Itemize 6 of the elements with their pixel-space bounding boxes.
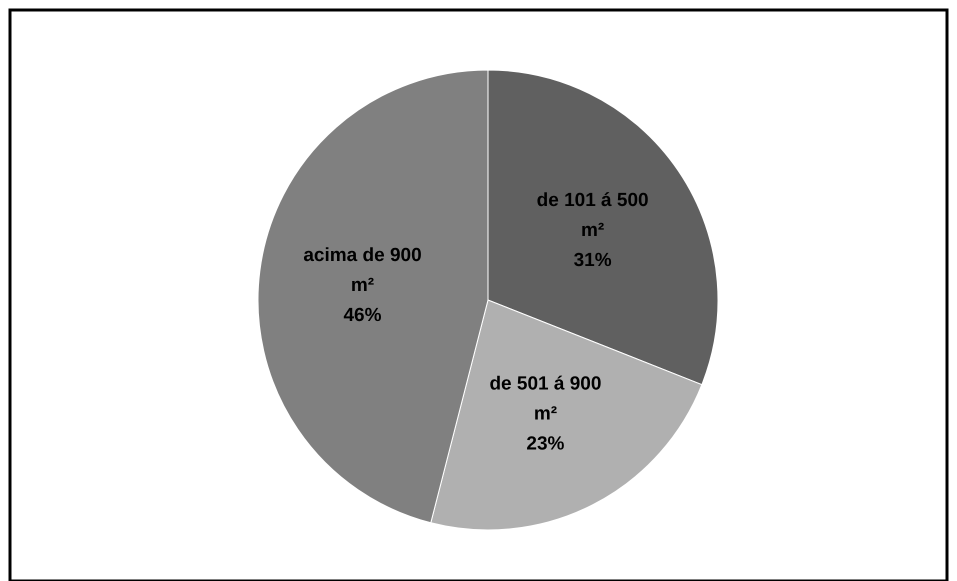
data-label: 31% xyxy=(574,250,612,271)
slice-label: de 101 á 500 m² xyxy=(536,190,649,241)
slice-label: de 501 á 900 m² xyxy=(489,374,602,425)
data-label: 23% xyxy=(526,434,565,455)
data-label: 46% xyxy=(343,305,382,326)
slice-label: acima de 900 m² xyxy=(303,245,422,296)
